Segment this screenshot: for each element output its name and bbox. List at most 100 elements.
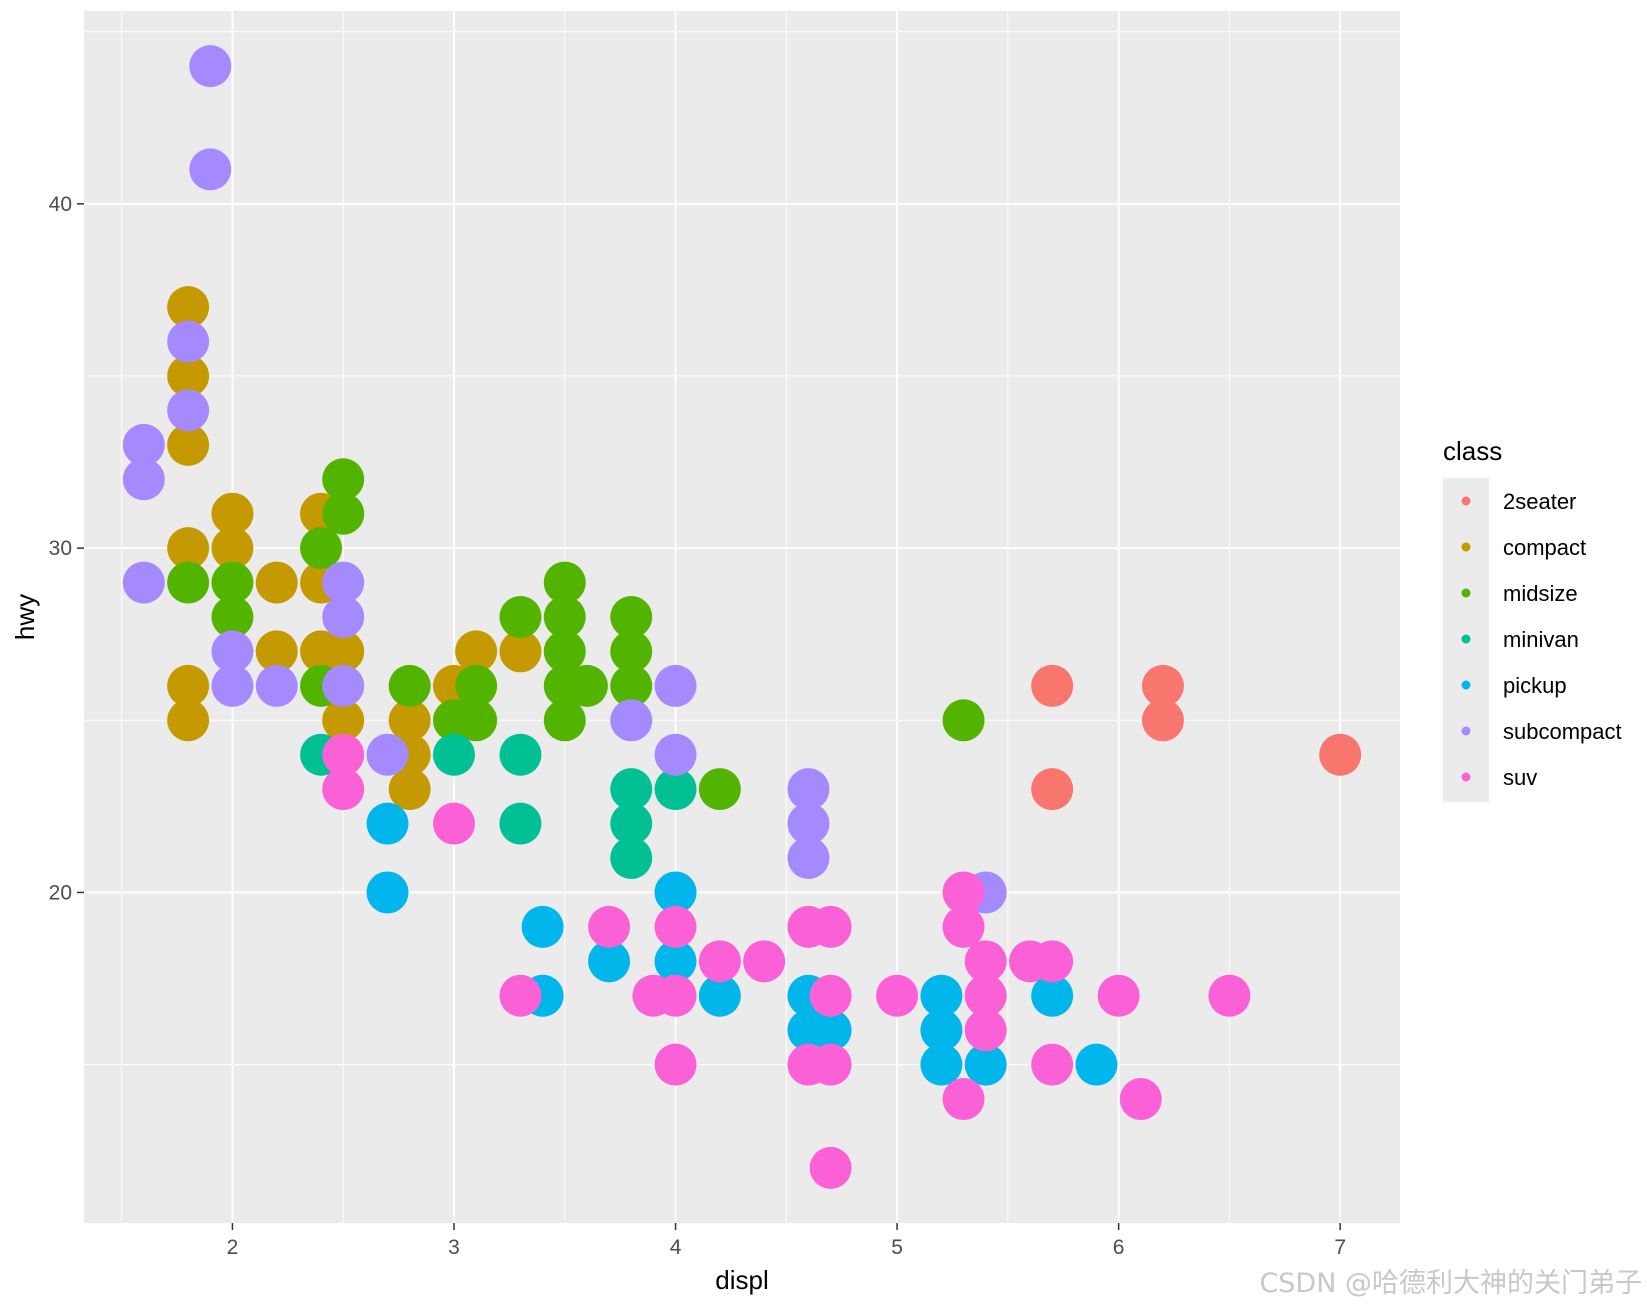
data-point-suv bbox=[654, 1043, 697, 1086]
legend-label-subcompact: subcompact bbox=[1503, 719, 1622, 744]
data-point-subcompact bbox=[322, 561, 365, 604]
data-point-midsize bbox=[610, 596, 653, 638]
data-point-pickup bbox=[654, 871, 697, 914]
data-point-suv bbox=[964, 974, 1007, 1017]
data-point-midsize bbox=[455, 699, 498, 742]
data-point-subcompact bbox=[654, 664, 697, 707]
data-point-subcompact bbox=[787, 802, 830, 845]
data-point-midsize bbox=[211, 561, 254, 604]
legend-key-compact bbox=[1461, 542, 1471, 552]
data-point-subcompact bbox=[610, 699, 653, 742]
data-point-subcompact bbox=[167, 320, 210, 363]
data-point-subcompact bbox=[122, 423, 165, 466]
x-tick-label: 6 bbox=[1113, 1236, 1125, 1259]
data-point-subcompact bbox=[787, 837, 830, 880]
data-point-subcompact bbox=[255, 664, 298, 707]
legend-key-subcompact bbox=[1461, 726, 1471, 736]
data-point-compact bbox=[388, 768, 431, 811]
data-point-suv bbox=[1097, 974, 1140, 1017]
data-point-pickup bbox=[521, 905, 564, 948]
y-tick-label: 30 bbox=[49, 537, 72, 560]
data-point-subcompact bbox=[787, 768, 830, 811]
data-point-subcompact bbox=[654, 733, 697, 776]
data-point-midsize bbox=[543, 561, 586, 604]
data-point-compact bbox=[211, 527, 254, 570]
legend-label-compact: compact bbox=[1503, 535, 1586, 560]
data-point-subcompact bbox=[189, 45, 232, 88]
legend-key-2seater bbox=[1461, 496, 1471, 506]
data-point-suv bbox=[964, 940, 1007, 983]
data-point-midsize bbox=[322, 492, 365, 535]
data-point-suv bbox=[809, 1043, 852, 1086]
data-point-minivan bbox=[499, 733, 542, 776]
data-point-compact bbox=[499, 630, 542, 673]
data-point-suv bbox=[588, 905, 631, 948]
plot-panel bbox=[84, 11, 1400, 1223]
x-tick-label: 4 bbox=[670, 1236, 682, 1259]
data-point-pickup bbox=[920, 974, 963, 1017]
y-axis-title: hwy bbox=[10, 594, 40, 640]
data-point-suv bbox=[1031, 940, 1074, 983]
data-point-compact bbox=[255, 630, 298, 673]
data-point-midsize bbox=[942, 699, 985, 742]
data-point-midsize bbox=[499, 596, 542, 638]
data-point-subcompact bbox=[122, 458, 165, 501]
data-point-minivan bbox=[610, 837, 653, 880]
data-point-subcompact bbox=[189, 148, 232, 191]
data-point-suv bbox=[942, 871, 985, 914]
data-point-compact bbox=[167, 664, 210, 707]
data-point-minivan bbox=[499, 802, 542, 845]
data-point-suv bbox=[942, 905, 985, 948]
data-point-suv bbox=[964, 1009, 1007, 1052]
data-point-pickup bbox=[366, 871, 409, 914]
data-point-subcompact bbox=[211, 664, 254, 707]
legend-title: class bbox=[1443, 436, 1502, 466]
data-point-pickup bbox=[698, 974, 741, 1017]
y-axis: 20 30 40 bbox=[49, 193, 84, 904]
legend-label-minivan: minivan bbox=[1503, 627, 1579, 652]
minor-gridlines bbox=[84, 11, 1400, 1223]
legend-key-suv bbox=[1461, 772, 1471, 782]
data-point-2seater bbox=[1319, 733, 1362, 776]
major-gridlines bbox=[84, 11, 1400, 1223]
data-point-compact bbox=[167, 286, 210, 329]
data-point-subcompact bbox=[322, 664, 365, 707]
data-point-midsize bbox=[322, 458, 365, 501]
data-point-suv bbox=[1031, 1043, 1074, 1086]
data-point-suv bbox=[698, 940, 741, 983]
data-point-pickup bbox=[809, 1009, 852, 1052]
data-point-minivan bbox=[432, 733, 475, 776]
data-point-compact bbox=[322, 699, 365, 742]
data-point-2seater bbox=[1141, 699, 1184, 742]
data-point-subcompact bbox=[167, 389, 210, 432]
data-point-compact bbox=[388, 699, 431, 742]
y-tick-label: 20 bbox=[49, 881, 72, 904]
data-point-suv bbox=[1119, 1078, 1162, 1121]
data-point-compact bbox=[455, 630, 498, 673]
data-point-suv bbox=[743, 940, 786, 983]
data-point-compact bbox=[167, 527, 210, 570]
data-point-2seater bbox=[1141, 664, 1184, 707]
x-tick-label: 7 bbox=[1334, 1236, 1346, 1259]
data-point-midsize bbox=[698, 768, 741, 811]
watermark: CSDN @哈德利大神的关门弟子 bbox=[1259, 1268, 1642, 1299]
data-point-compact bbox=[322, 630, 365, 673]
data-point-subcompact bbox=[122, 561, 165, 604]
data-point-suv bbox=[654, 974, 697, 1017]
data-point-compact bbox=[211, 492, 254, 535]
data-point-pickup bbox=[654, 940, 697, 983]
data-point-compact bbox=[167, 699, 210, 742]
data-point-pickup bbox=[366, 802, 409, 845]
data-point-midsize bbox=[211, 596, 254, 638]
data-point-midsize bbox=[565, 664, 608, 707]
data-point-pickup bbox=[964, 1043, 1007, 1086]
data-point-minivan bbox=[610, 768, 653, 811]
data-point-pickup bbox=[920, 1009, 963, 1052]
data-point-pickup bbox=[1031, 974, 1074, 1017]
data-point-suv bbox=[809, 974, 852, 1017]
data-point-suv bbox=[809, 905, 852, 948]
data-point-2seater bbox=[1031, 768, 1074, 811]
legend-key-minivan bbox=[1461, 634, 1471, 644]
legend-label-suv: suv bbox=[1503, 765, 1537, 790]
data-point-midsize bbox=[167, 561, 210, 604]
